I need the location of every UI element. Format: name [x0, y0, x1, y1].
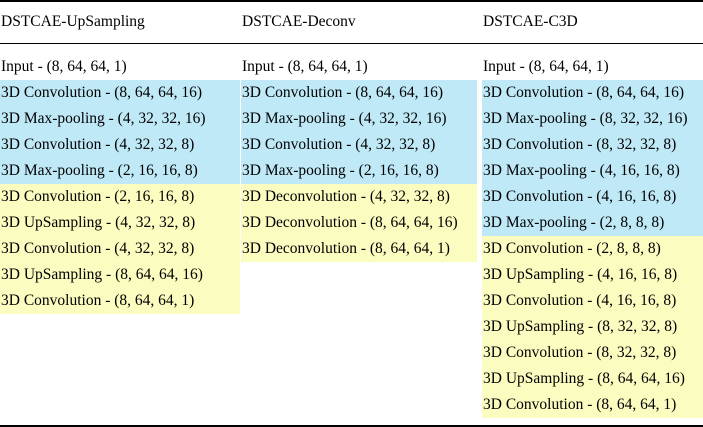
encoder-layer-cell: 3D Max-pooling - (2, 16, 16, 8): [241, 158, 477, 184]
table-bottom-rule: [0, 425, 703, 427]
decoder-layer-cell: 3D Convolution - (4, 32, 32, 8): [0, 236, 240, 262]
column-upsampling: Input - (8, 64, 64, 1) 3D Convolution - (…: [0, 54, 240, 314]
table-top-rule: [0, 0, 703, 2]
decoder-layer-cell: 3D UpSampling - (4, 16, 16, 8): [482, 262, 703, 288]
encoder-layer-cell: 3D Max-pooling - (2, 16, 16, 8): [0, 158, 240, 184]
encoder-layer-cell: 3D Convolution - (8, 32, 32, 8): [482, 132, 703, 158]
encoder-layer-cell: 3D Convolution - (4, 32, 32, 8): [0, 132, 240, 158]
decoder-layer-cell: 3D UpSampling - (8, 64, 64, 16): [0, 262, 240, 288]
decoder-layer-cell: 3D Convolution - (2, 8, 8, 8): [482, 236, 703, 262]
decoder-layer-cell: 3D Convolution - (8, 32, 32, 8): [482, 340, 703, 366]
decoder-layer-cell: 3D Deconvolution - (4, 32, 32, 8): [241, 184, 477, 210]
column-deconv: Input - (8, 64, 64, 1) 3D Convolution - (…: [241, 54, 477, 262]
column-c3d: Input - (8, 64, 64, 1) 3D Convolution - (…: [482, 54, 703, 418]
header-rule: [0, 43, 703, 44]
decoder-layer-cell: 3D Deconvolution - (8, 64, 64, 1): [241, 236, 477, 262]
encoder-layer-cell: 3D Convolution - (4, 32, 32, 8): [241, 132, 477, 158]
decoder-layer-cell: 3D UpSampling - (8, 32, 32, 8): [482, 314, 703, 340]
input-layer-cell: Input - (8, 64, 64, 1): [1, 58, 127, 75]
input-layer-cell: Input - (8, 64, 64, 1): [242, 58, 368, 75]
decoder-layer-cell: 3D Deconvolution - (8, 64, 64, 16): [241, 210, 477, 236]
encoder-layer-cell: 3D Convolution - (8, 64, 64, 16): [482, 80, 703, 106]
decoder-layer-cell: 3D UpSampling - (8, 64, 64, 16): [482, 366, 703, 392]
decoder-layer-cell: 3D Convolution - (8, 64, 64, 1): [482, 392, 703, 418]
input-layer-cell: Input - (8, 64, 64, 1): [483, 58, 609, 75]
decoder-layer-cell: 3D Convolution - (8, 64, 64, 1): [0, 288, 240, 314]
encoder-layer-cell: 3D Convolution - (4, 16, 16, 8): [482, 184, 703, 210]
encoder-layer-cell: 3D Max-pooling - (8, 32, 32, 16): [482, 106, 703, 132]
decoder-layer-cell: 3D UpSampling - (4, 32, 32, 8): [0, 210, 240, 236]
encoder-layer-cell: 3D Max-pooling - (2, 8, 8, 8): [482, 210, 703, 236]
column-header-upsampling: DSTCAE-UpSampling: [1, 13, 145, 30]
decoder-layer-cell: 3D Convolution - (2, 16, 16, 8): [0, 184, 240, 210]
encoder-layer-cell: 3D Max-pooling - (4, 32, 32, 16): [0, 106, 240, 132]
encoder-layer-cell: 3D Convolution - (8, 64, 64, 16): [0, 80, 240, 106]
decoder-layer-cell: 3D Convolution - (4, 16, 16, 8): [482, 288, 703, 314]
encoder-layer-cell: 3D Max-pooling - (4, 16, 16, 8): [482, 158, 703, 184]
column-header-c3d: DSTCAE-C3D: [483, 13, 578, 30]
column-header-deconv: DSTCAE-Deconv: [242, 13, 356, 30]
encoder-layer-cell: 3D Max-pooling - (4, 32, 32, 16): [241, 106, 477, 132]
encoder-layer-cell: 3D Convolution - (8, 64, 64, 16): [241, 80, 477, 106]
